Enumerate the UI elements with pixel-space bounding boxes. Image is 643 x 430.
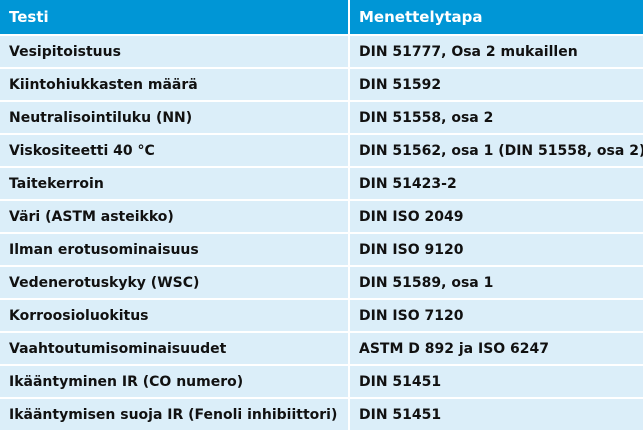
table-row: Vaahtoutumisominaisuudet ASTM D 892 ja IS… [0, 331, 643, 365]
table-header: Testi Menettelytapa [0, 0, 643, 35]
table-cell: Kiintohiukkasten määrä [0, 67, 350, 101]
table-cell: Vesipitoistuus [0, 34, 350, 68]
table-cell: Viskositeetti 40 °C [0, 133, 350, 167]
table-row: Kiintohiukkasten määrä DIN 51592 [0, 67, 643, 101]
table-cell: Vaahtoutumisominaisuudet [0, 331, 350, 365]
table-cell: Korroosioluokitus [0, 298, 350, 332]
table-cell: DIN 51558, osa 2 [349, 100, 643, 134]
table-cell: Taitekerroin [0, 166, 350, 200]
table-row: Taitekerroin DIN 51423-2 [0, 166, 643, 200]
table-cell: DIN ISO 9120 [349, 232, 643, 266]
table-cell: Ikääntyminen IR (CO numero) [0, 364, 350, 398]
table-row: Korroosioluokitus DIN ISO 7120 [0, 298, 643, 332]
table-row: Vedenerotuskyky (WSC) DIN 51589, osa 1 [0, 265, 643, 299]
table-row: Vesipitoistuus DIN 51777, Osa 2 mukaillen [0, 34, 643, 68]
table-cell: Neutralisointiluku (NN) [0, 100, 350, 134]
table-cell: Ikääntymisen suoja IR (Fenoli inhibiitto… [0, 397, 350, 430]
table-row: Viskositeetti 40 °C DIN 51562, osa 1 (DIN… [0, 133, 643, 167]
table-cell: DIN 51451 [349, 364, 643, 398]
table-cell: Vedenerotuskyky (WSC) [0, 265, 350, 299]
table-cell: DIN 51423-2 [349, 166, 643, 200]
table-cell: DIN ISO 7120 [349, 298, 643, 332]
header-cell: Menettelytapa [349, 0, 643, 35]
table-cell: DIN 51562, osa 1 (DIN 51558, osa 2) [349, 133, 643, 167]
table-row: Ikääntyminen IR (CO numero) DIN 51451 [0, 364, 643, 398]
header-row: Testi Menettelytapa [0, 0, 643, 35]
table-cell: ASTM D 892 ja ISO 6247 [349, 331, 643, 365]
table-cell: DIN 51451 [349, 397, 643, 430]
table-body: Vesipitoistuus DIN 51777, Osa 2 mukaillen… [0, 34, 643, 430]
table-cell: Väri (ASTM asteikko) [0, 199, 350, 233]
table-row: Ilman erotusominaisuus DIN ISO 9120 [0, 232, 643, 266]
table-cell: DIN ISO 2049 [349, 199, 643, 233]
header-cell: Testi [0, 0, 350, 35]
table-cell: DIN 51592 [349, 67, 643, 101]
table-row: Väri (ASTM asteikko) DIN ISO 2049 [0, 199, 643, 233]
table-cell: DIN 51777, Osa 2 mukaillen [349, 34, 643, 68]
table-cell: DIN 51589, osa 1 [349, 265, 643, 299]
table-cell: Ilman erotusominaisuus [0, 232, 350, 266]
table-row: Ikääntymisen suoja IR (Fenoli inhibiitto… [0, 397, 643, 430]
table-row: Neutralisointiluku (NN) DIN 51558, osa 2 [0, 100, 643, 134]
